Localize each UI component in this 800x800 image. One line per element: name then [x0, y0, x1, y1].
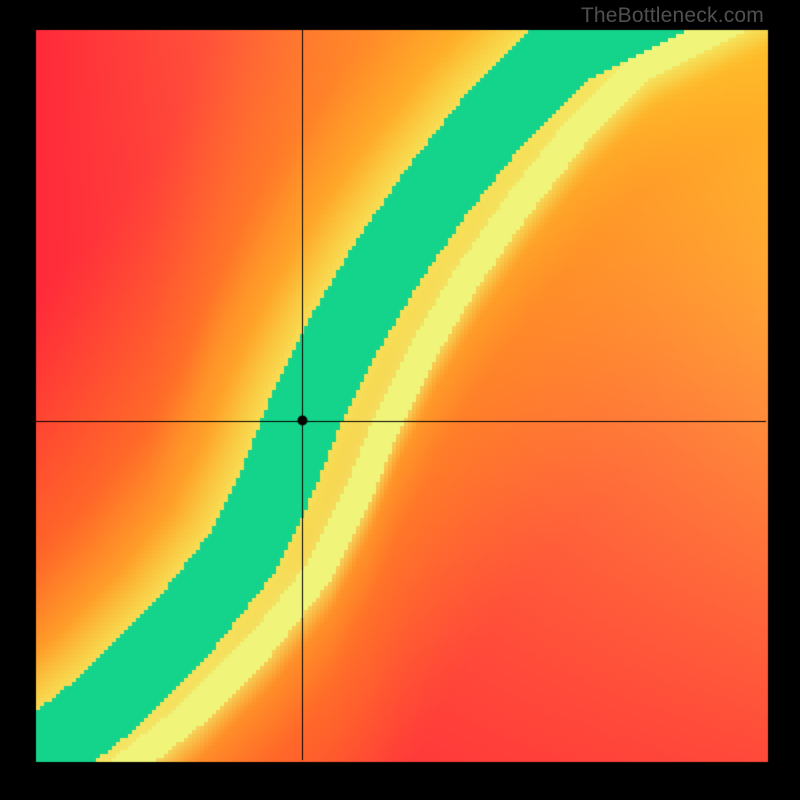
bottleneck-heatmap: [0, 0, 800, 800]
watermark-text: TheBottleneck.com: [581, 4, 764, 28]
